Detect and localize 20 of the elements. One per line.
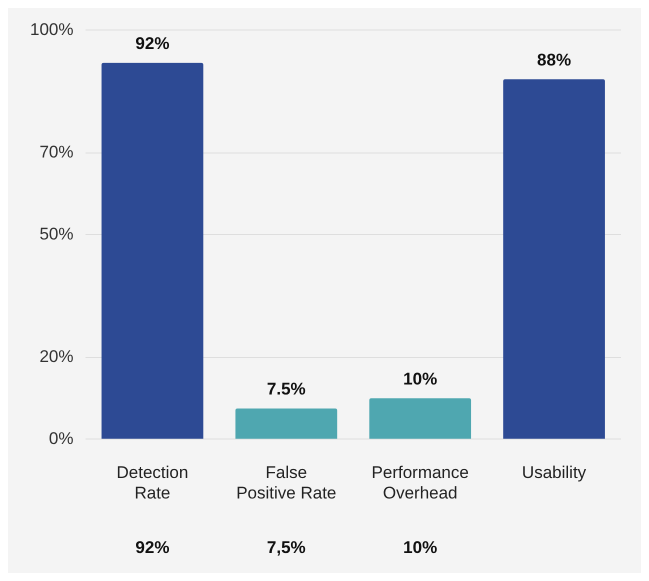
y-tick-label: 100% <box>30 20 74 39</box>
y-tick-label: 70% <box>39 142 74 162</box>
x-tick-label: Performance Overhead <box>372 463 469 502</box>
y-tick-label: 20% <box>39 347 74 366</box>
bar <box>102 62 204 439</box>
x-tick-label: Detection Rate <box>116 463 188 502</box>
bar <box>235 408 338 439</box>
x-tick-label: Usability <box>522 463 587 482</box>
y-tick-label: 50% <box>39 224 74 244</box>
data-label: 92% <box>135 34 170 54</box>
y-tick-label: 0% <box>48 428 74 448</box>
text: 92% <box>135 538 170 558</box>
bar <box>503 79 605 439</box>
bar <box>369 398 472 439</box>
x-tick-label: False Positive Rate <box>236 463 336 502</box>
data-label: 10% <box>403 369 438 388</box>
data-label: 7.5% <box>266 380 306 399</box>
data-label: 88% <box>537 50 572 70</box>
text: 7,5% <box>266 538 306 558</box>
text: 10% <box>403 538 438 558</box>
